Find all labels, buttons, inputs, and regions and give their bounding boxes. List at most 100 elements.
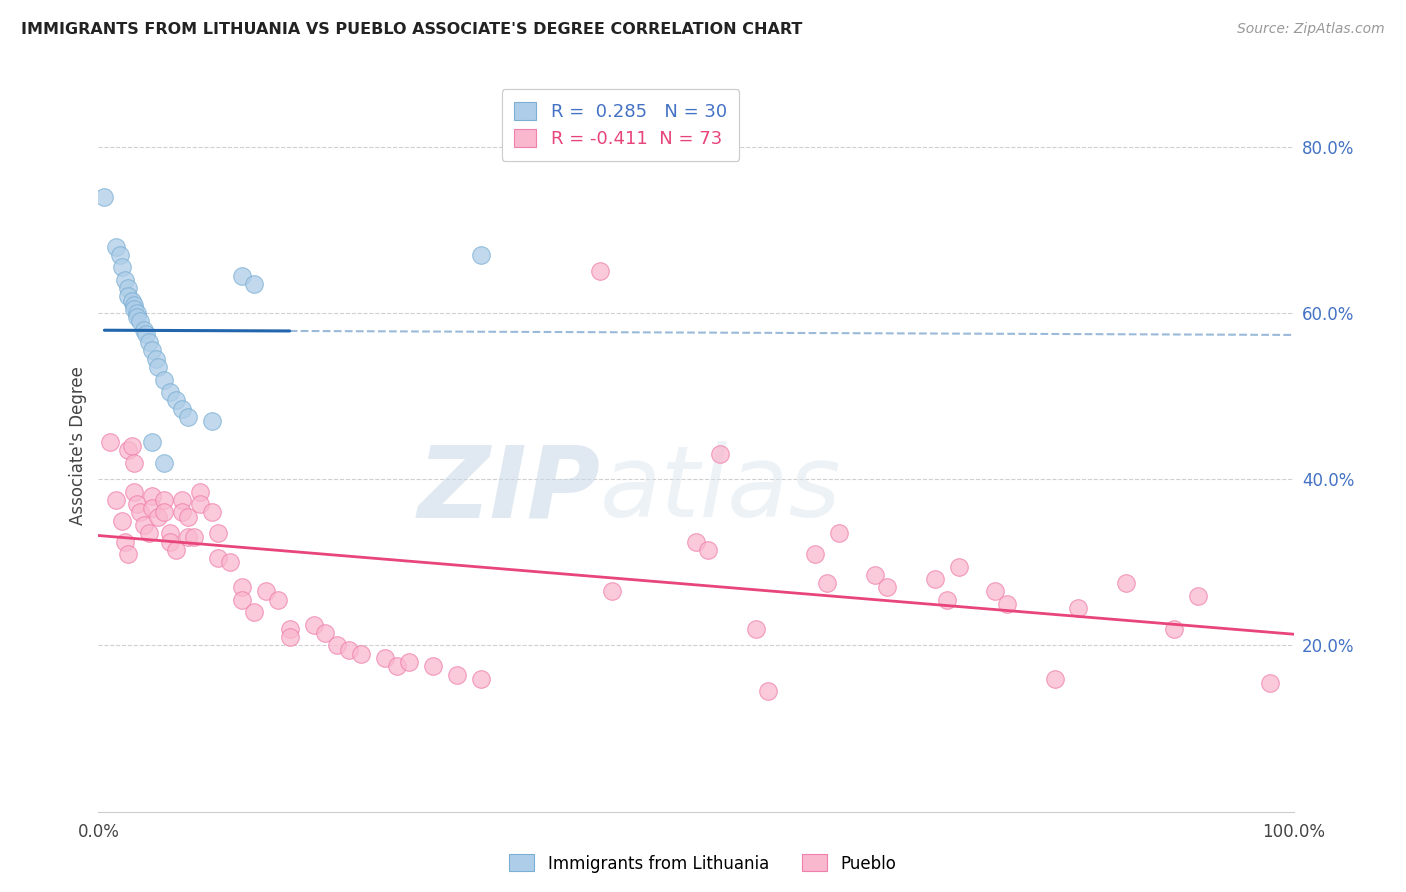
Point [141,343,163,358]
Point [159,384,181,399]
Point [108,248,131,262]
Point [1115,576,1137,591]
Point [121,439,143,453]
Point [828,526,851,541]
Point [219,555,242,569]
Point [153,493,176,508]
Point [132,323,155,337]
Point [148,359,170,374]
Point [315,626,337,640]
Point [125,497,148,511]
Point [105,239,128,253]
Point [141,489,163,503]
Point [936,592,959,607]
Point [111,514,134,528]
Point [141,501,163,516]
Text: atlas: atlas [600,442,842,539]
Point [756,684,779,698]
Point [165,542,187,557]
Point [153,372,176,386]
Point [470,672,492,686]
Point [124,484,146,499]
Point [1187,589,1209,603]
Point [231,592,253,607]
Point [1163,622,1185,636]
Point [111,260,134,275]
Point [188,497,211,511]
Point [114,273,136,287]
Point [470,248,492,262]
Point [117,289,139,303]
Point [231,580,253,594]
Point [148,509,170,524]
Point [153,456,176,470]
Point [865,567,887,582]
Point [804,547,827,561]
Point [709,447,731,461]
Point [138,526,160,541]
Point [159,534,181,549]
Point [138,335,160,350]
Text: IMMIGRANTS FROM LITHUANIA VS PUEBLO ASSOCIATE'S DEGREE CORRELATION CHART: IMMIGRANTS FROM LITHUANIA VS PUEBLO ASSO… [21,22,803,37]
Point [124,456,146,470]
Point [339,642,361,657]
Text: ZIP: ZIP [418,442,600,539]
Point [446,667,468,681]
Point [165,393,187,408]
Point [243,605,266,619]
Point [207,551,229,566]
Point [177,409,200,424]
Point [201,506,224,520]
Point [98,434,122,449]
Point [201,414,224,428]
Point [984,584,1007,599]
Point [129,506,152,520]
Point [398,655,420,669]
Point [159,526,181,541]
Point [1043,672,1066,686]
Point [172,493,194,508]
Point [141,434,163,449]
Point [93,189,115,203]
Point [172,401,194,416]
Point [172,506,194,520]
Point [326,639,349,653]
Point [125,310,148,325]
Point [302,617,325,632]
Point [924,572,946,586]
Point [685,534,707,549]
Point [422,659,444,673]
Point [105,493,128,508]
Point [589,264,612,278]
Point [602,584,624,599]
Point [374,651,396,665]
Point [177,530,200,544]
Point [117,281,139,295]
Legend: R =  0.285   N = 30, R = -0.411  N = 73: R = 0.285 N = 30, R = -0.411 N = 73 [502,89,740,161]
Point [135,326,157,341]
Point [254,584,277,599]
Legend: Immigrants from Lithuania, Pueblo: Immigrants from Lithuania, Pueblo [503,847,903,880]
Point [177,509,200,524]
Point [745,622,768,636]
Point [114,534,136,549]
Point [145,351,167,366]
Point [278,630,301,644]
Point [124,301,146,316]
Text: Source: ZipAtlas.com: Source: ZipAtlas.com [1237,22,1385,37]
Point [385,659,409,673]
Y-axis label: Associate's Degree: Associate's Degree [69,367,87,525]
Point [207,526,229,541]
Point [121,293,143,308]
Point [183,530,205,544]
Point [153,506,176,520]
Point [267,592,290,607]
Point [243,277,266,291]
Point [124,298,146,312]
Point [117,547,139,561]
Point [231,268,253,283]
Point [948,559,970,574]
Point [876,580,898,594]
Point [350,647,373,661]
Point [117,443,139,458]
